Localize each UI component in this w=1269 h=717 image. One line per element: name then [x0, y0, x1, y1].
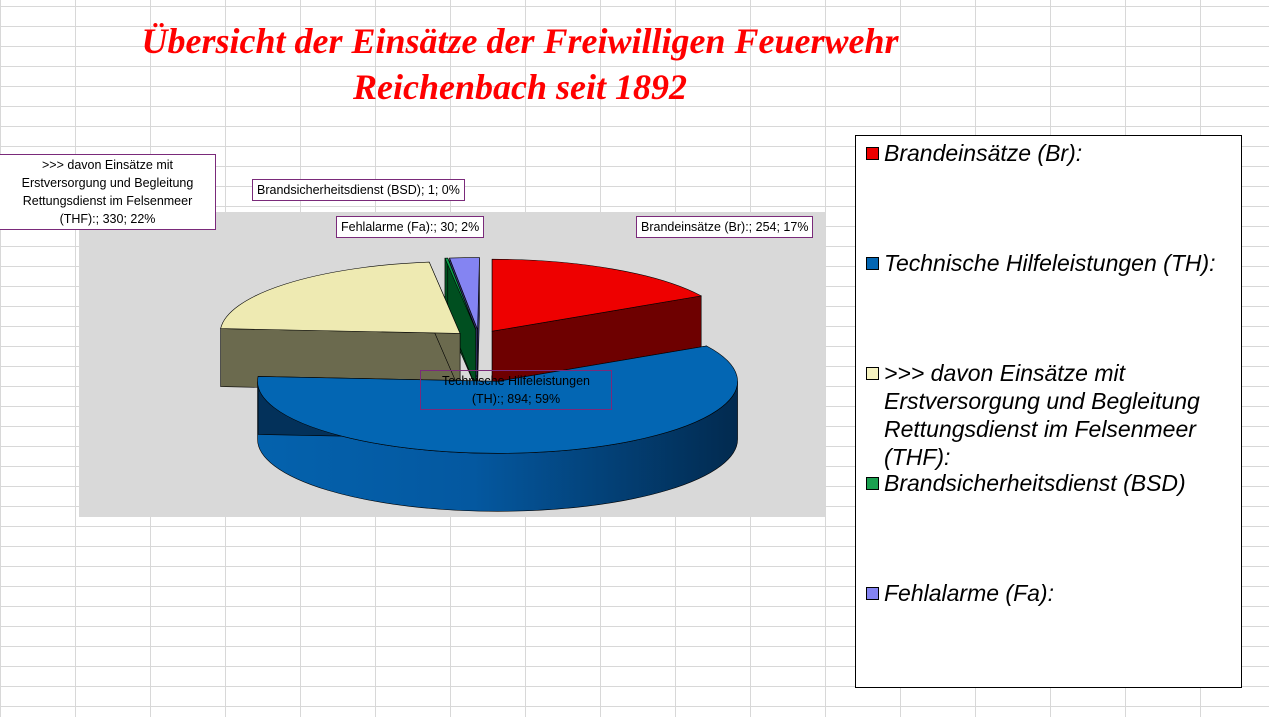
data-label-thf: >>> davon Einsätze mit Erstversorgung un… — [0, 154, 216, 230]
slice-bsd[interactable] — [444, 257, 477, 330]
pie-chart — [220, 257, 738, 512]
legend-label-th: Technische Hilfeleistungen (TH): — [884, 250, 1216, 276]
legend-swatch-fa — [866, 587, 879, 600]
plot-area[interactable] — [79, 212, 825, 517]
legend-label-fa: Fehlalarme (Fa): — [884, 580, 1054, 606]
legend-label-thf: >>> davon Einsätze mit Erstversorgung un… — [884, 360, 1200, 470]
slice-thf[interactable] — [220, 261, 461, 334]
legend-swatch-bsd — [866, 477, 879, 490]
data-label-bsd: Brandsicherheitsdienst (BSD); 1; 0% — [252, 179, 465, 201]
chart-title-line-2: Reichenbach seit 1892 — [353, 67, 687, 107]
data-label-th: Technische Hilfeleistungen (TH):; 894; 5… — [420, 370, 612, 410]
legend-label-br: Brandeinsätze (Br): — [884, 140, 1083, 166]
slice-th[interactable] — [257, 345, 738, 454]
legend-label-bsd: Brandsicherheitsdienst (BSD) — [884, 470, 1186, 496]
legend-swatch-br — [866, 147, 879, 160]
slice-br[interactable] — [491, 258, 703, 332]
legend: Brandeinsätze (Br): Technische Hilfeleis… — [855, 135, 1242, 688]
data-label-fa: Fehlalarme (Fa):; 30; 2% — [336, 216, 485, 238]
legend-swatch-th — [866, 257, 879, 270]
chart-title-line-1: Übersicht der Einsätze der Freiwilligen … — [141, 21, 899, 61]
slice-fa[interactable] — [449, 257, 480, 330]
data-label-br: Brandeinsätze (Br):; 254; 17% — [636, 216, 814, 238]
legend-swatch-thf — [866, 367, 879, 380]
chart-title: Übersicht der Einsätze der Freiwilligen … — [60, 18, 980, 110]
